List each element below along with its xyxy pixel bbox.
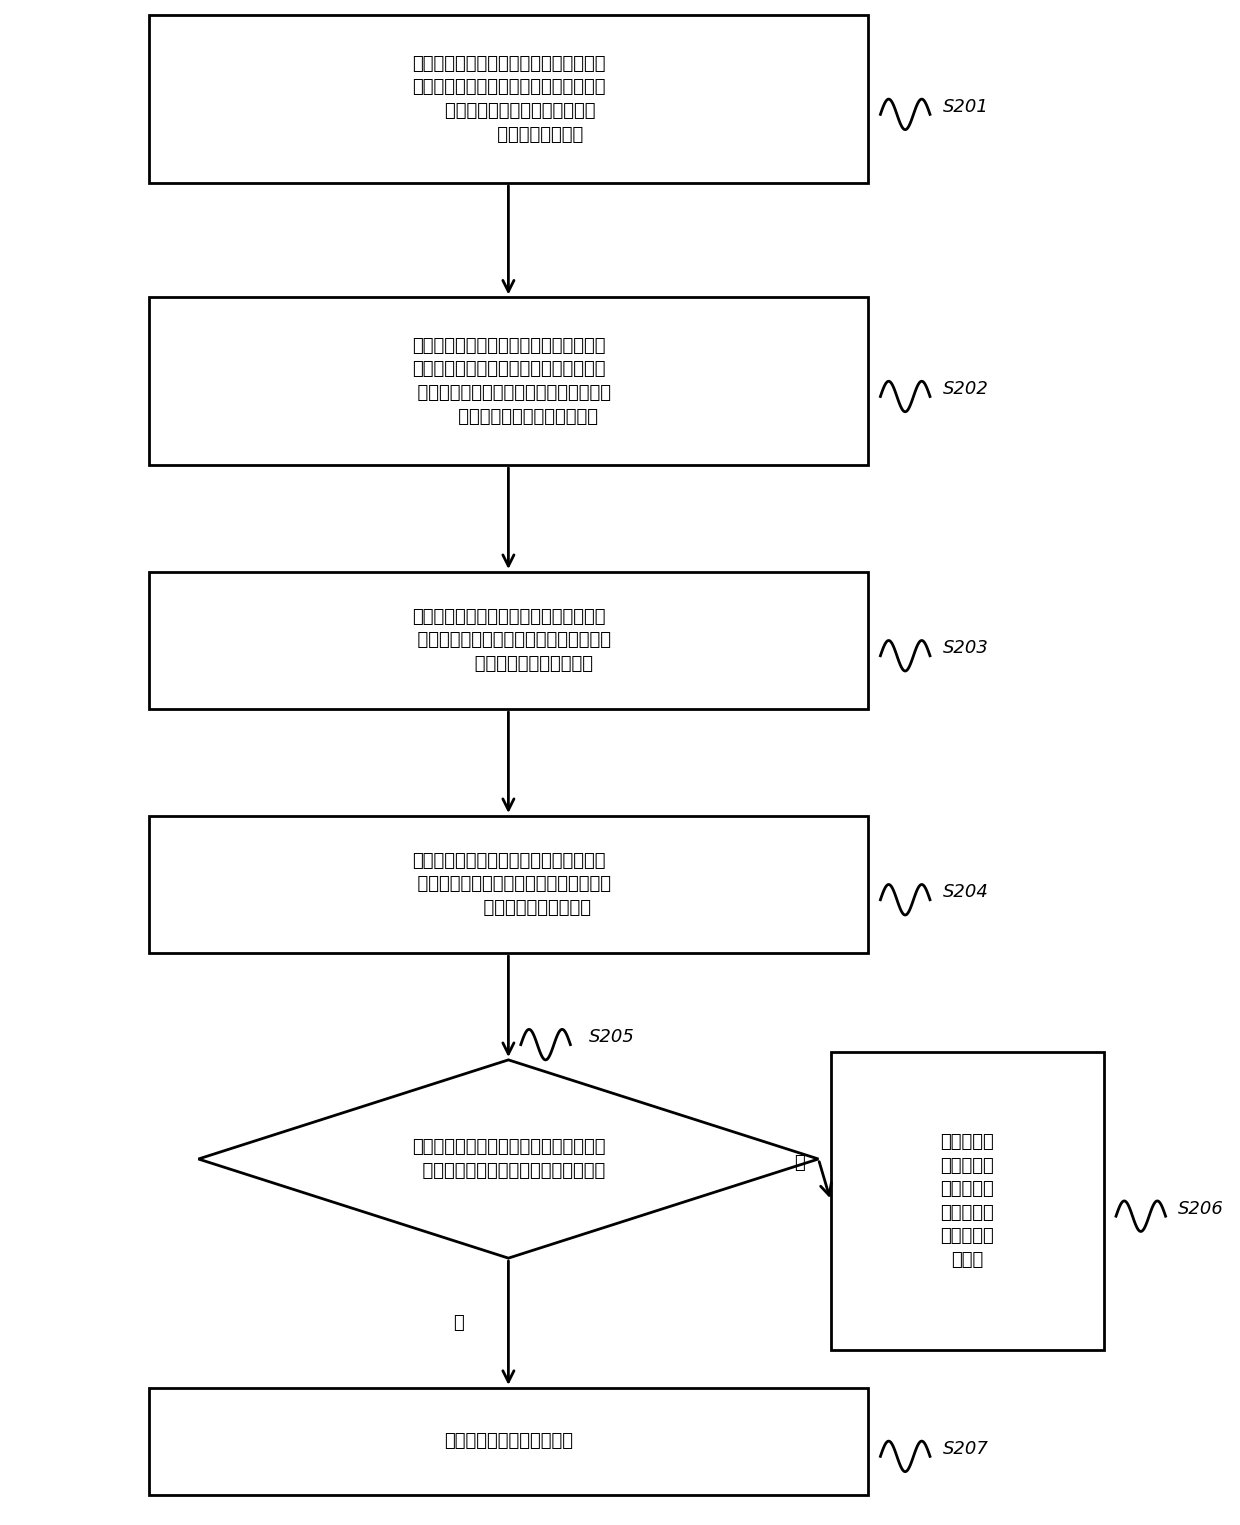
Text: 在正常工作模式下，对选中存储单元进行
  读、写或者擦除操作中的任意一种时，记
          录选中存储单元的地址: 在正常工作模式下，对选中存储单元进行 读、写或者擦除操作中的任意一种时，记 录选… <box>405 852 611 917</box>
Text: S201: S201 <box>942 98 988 116</box>
Text: S204: S204 <box>942 883 988 901</box>
FancyBboxPatch shape <box>149 297 868 465</box>
Text: 若故障位线首次被标记，则建立故障位线
上包含的存储单元与冗余列中的存储单元
  的映射关系，故障位线上包含的存储单元
       与冗余列的存储单元一一对应: 若故障位线首次被标记，则建立故障位线 上包含的存储单元与冗余列中的存储单元 的映… <box>405 337 611 425</box>
Text: S203: S203 <box>942 639 988 657</box>
Text: S206: S206 <box>1178 1200 1224 1217</box>
Text: 则对选中存储单元进行操作: 则对选中存储单元进行操作 <box>444 1432 573 1450</box>
Text: S207: S207 <box>942 1440 988 1458</box>
FancyBboxPatch shape <box>149 1388 868 1494</box>
Text: 进入正常工作模式，正常工作模式包括对
  存储阵列中的选中存储单元进行读、写或
         者擦除操作中的任意一种: 进入正常工作模式，正常工作模式包括对 存储阵列中的选中存储单元进行读、写或 者擦… <box>405 608 611 673</box>
Text: 根据选中存储单元的地址，判断选中存储
  单元是否为故障位线上包含的存储单元: 根据选中存储单元的地址，判断选中存储 单元是否为故障位线上包含的存储单元 <box>412 1138 605 1180</box>
Text: S205: S205 <box>589 1028 635 1046</box>
Text: S202: S202 <box>942 380 988 398</box>
FancyBboxPatch shape <box>149 816 868 953</box>
Polygon shape <box>198 1060 818 1258</box>
Text: 测试存储阵列中的每一条位线上的位线电
流，若位线电流为负值，则标记位线为故
    障位线，并记录故障位线上包含
           的存储单元的地址: 测试存储阵列中的每一条位线上的位线电 流，若位线电流为负值，则标记位线为故 障位… <box>412 55 605 143</box>
Text: 则对选中存
储单元与冗
余列中存在
映射关系的
存储单元进
行操作: 则对选中存 储单元与冗 余列中存在 映射关系的 存储单元进 行操作 <box>940 1133 994 1269</box>
Text: 否: 否 <box>454 1315 464 1331</box>
FancyBboxPatch shape <box>149 15 868 183</box>
FancyBboxPatch shape <box>831 1052 1104 1350</box>
FancyBboxPatch shape <box>149 572 868 709</box>
Text: 是: 是 <box>795 1154 805 1173</box>
